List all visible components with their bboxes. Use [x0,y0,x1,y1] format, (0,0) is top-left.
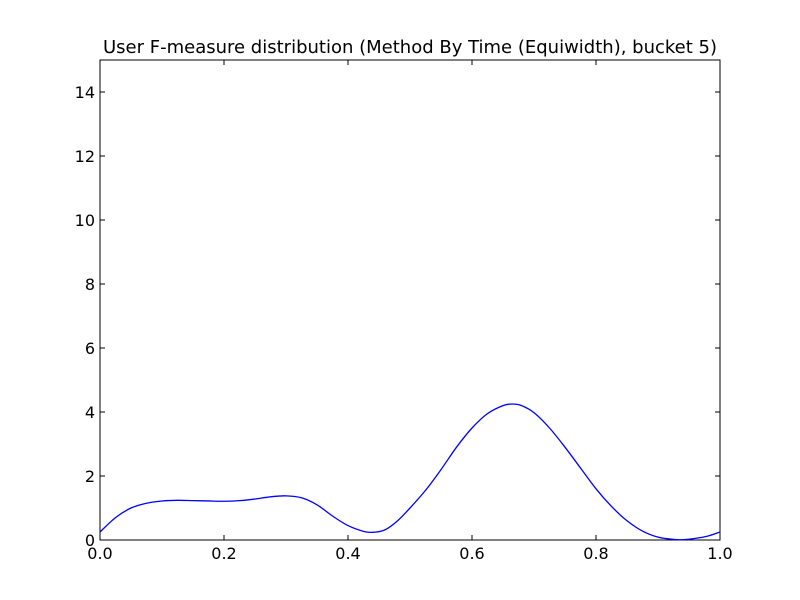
y-tick-label: 0 [85,531,95,550]
y-tick-label: 6 [85,339,95,358]
chart-title: User F-measure distribution (Method By T… [103,37,717,58]
y-tick-label: 12 [75,147,95,166]
x-tick-label: 0.8 [583,544,608,563]
y-tick-label: 14 [75,83,95,102]
y-tick-label: 2 [85,467,95,486]
x-tick-label: 0.4 [335,544,360,563]
y-tick-label: 4 [85,403,95,422]
y-tick-label: 10 [75,211,95,230]
series-line [99,403,721,541]
y-tick-label: 8 [85,275,95,294]
axis-ticks: 0.0 0.2 0.4 0.6 0.8 1.0 0 2 4 6 8 10 12 14 [75,60,733,563]
axes-frame [99,59,721,541]
x-tick-label: 0.6 [459,544,484,563]
plot-area [99,59,721,541]
x-tick-label: 0.0 [87,544,112,563]
x-tick-label: 0.2 [211,544,236,563]
x-tick-label: 1.0 [707,544,732,563]
